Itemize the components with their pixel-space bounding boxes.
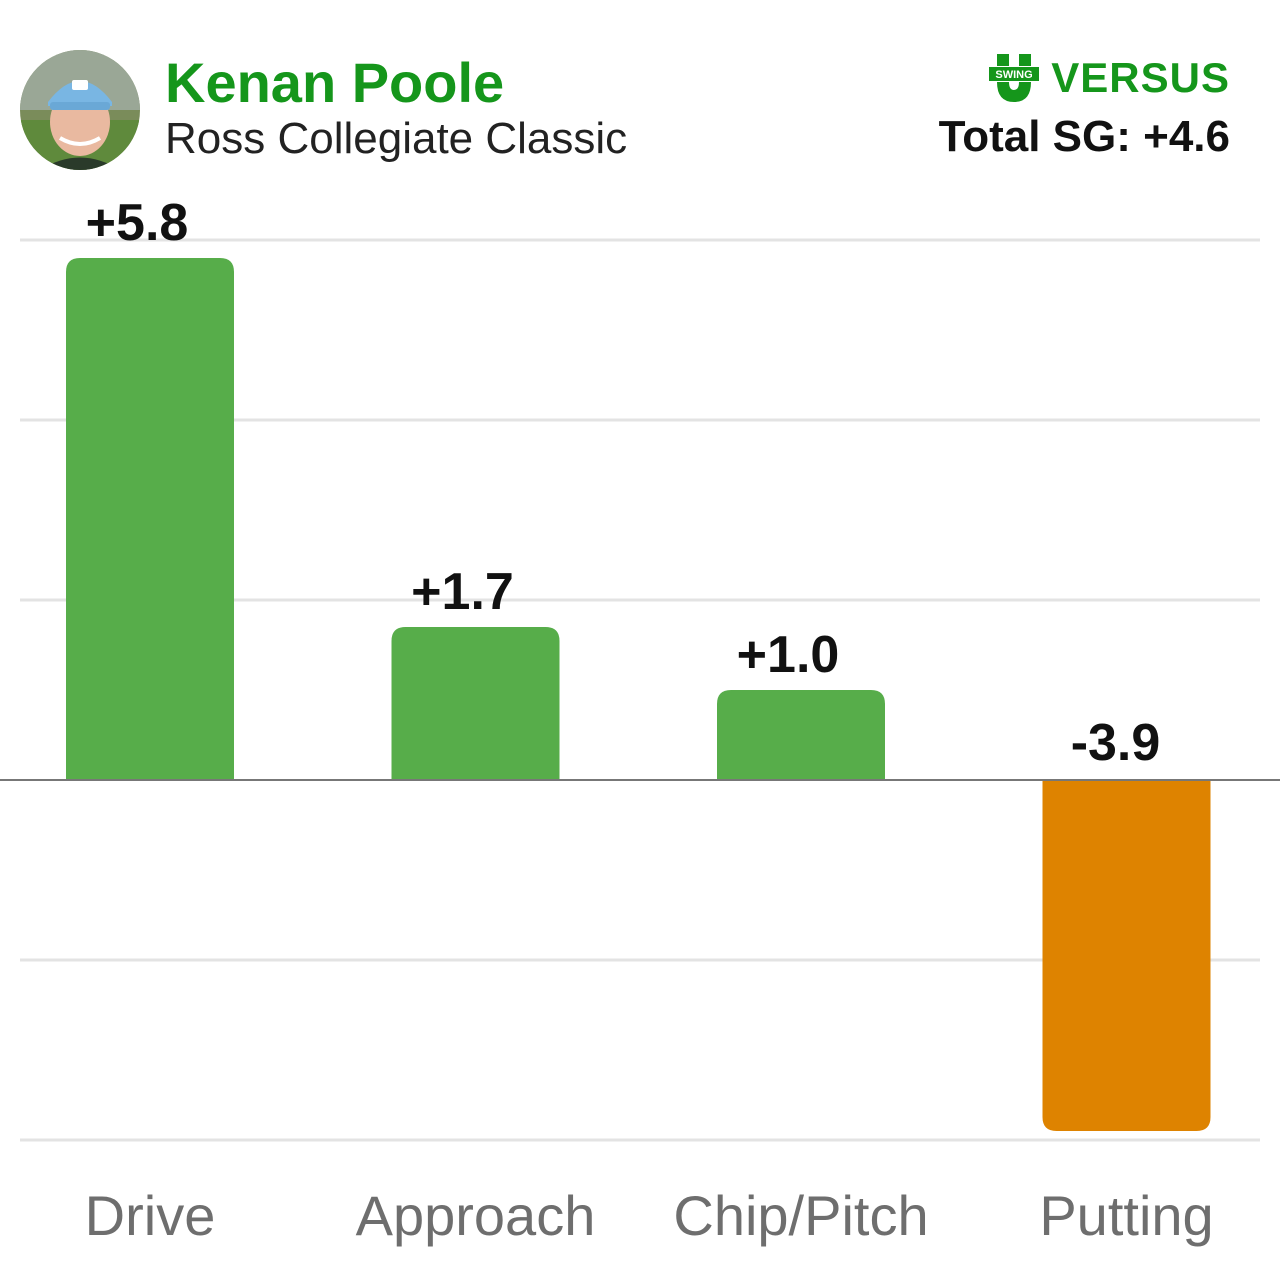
value-labels: +5.8 +1.7 +1.0 -3.9 bbox=[86, 194, 1161, 772]
total-strokes-gained: Total SG: +4.6 bbox=[938, 112, 1230, 161]
category-label: Drive bbox=[85, 1184, 216, 1247]
event-name: Ross Collegiate Classic bbox=[165, 114, 628, 163]
value-label: -3.9 bbox=[1071, 714, 1161, 772]
bar-putting bbox=[1042, 780, 1211, 1131]
bars bbox=[66, 258, 1211, 1131]
bar-approach bbox=[391, 627, 560, 780]
swing-versus-logo: SWING VERSUS bbox=[987, 52, 1230, 104]
bar-drive bbox=[66, 258, 234, 780]
category-label: Chip/Pitch bbox=[673, 1184, 928, 1247]
category-label: Putting bbox=[1039, 1184, 1213, 1247]
player-name: Kenan Poole bbox=[165, 51, 505, 114]
bar-chip-pitch bbox=[717, 690, 885, 780]
swing-u-logo-icon: SWING bbox=[987, 52, 1042, 104]
chart-header: Kenan Poole Ross Collegiate Classic SWIN… bbox=[0, 0, 1280, 190]
value-label: +1.7 bbox=[411, 563, 514, 621]
category-labels: Drive Approach Chip/Pitch Putting bbox=[85, 1184, 1214, 1247]
category-label: Approach bbox=[356, 1184, 596, 1247]
logo-wordmark: VERSUS bbox=[1051, 54, 1230, 101]
logo-badge-text: SWING bbox=[996, 69, 1033, 81]
value-label: +5.8 bbox=[86, 194, 189, 252]
value-label: +1.0 bbox=[737, 626, 840, 684]
